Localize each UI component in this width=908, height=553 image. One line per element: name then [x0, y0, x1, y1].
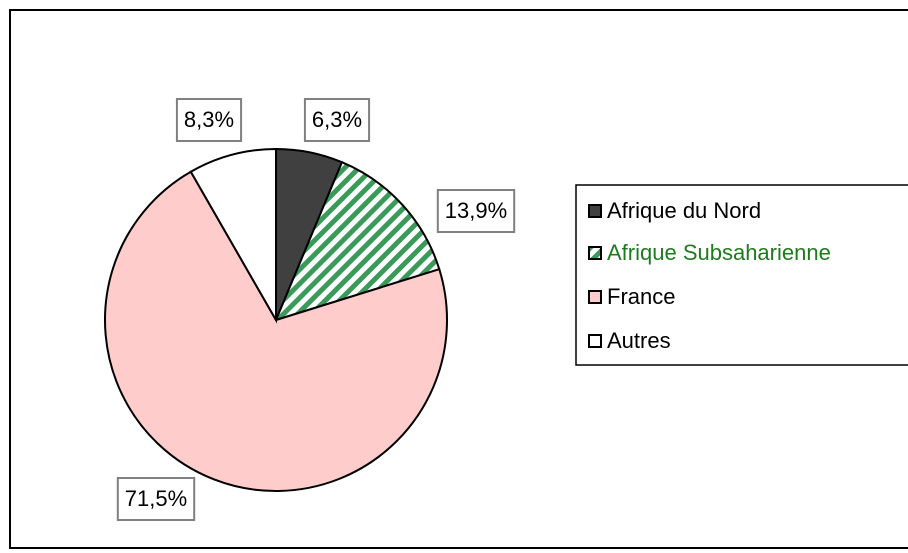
- legend-label: Afrique Subsaharienne: [607, 240, 831, 265]
- pie-slice: [274, 160, 441, 322]
- legend-label: Autres: [607, 328, 671, 353]
- legend-swatch: [588, 246, 602, 260]
- data-label: 6,3%: [312, 107, 362, 132]
- legend-label: France: [607, 284, 675, 309]
- data-label-box: [175, 98, 243, 142]
- legend-swatch: [588, 290, 602, 304]
- data-label-box: [436, 189, 516, 233]
- data-label-box: [303, 98, 371, 142]
- legend-label: Afrique du Nord: [607, 198, 761, 223]
- data-label: 8,3%: [184, 107, 234, 132]
- legend-swatch: [588, 334, 602, 348]
- pie-slice: [104, 170, 448, 492]
- data-label-box: [116, 477, 196, 521]
- legend-swatch: [588, 204, 602, 218]
- data-label: 13,9%: [445, 198, 507, 223]
- data-label: 71,5%: [125, 486, 187, 511]
- legend-box: [575, 184, 908, 366]
- pie-slice: [189, 147, 277, 324]
